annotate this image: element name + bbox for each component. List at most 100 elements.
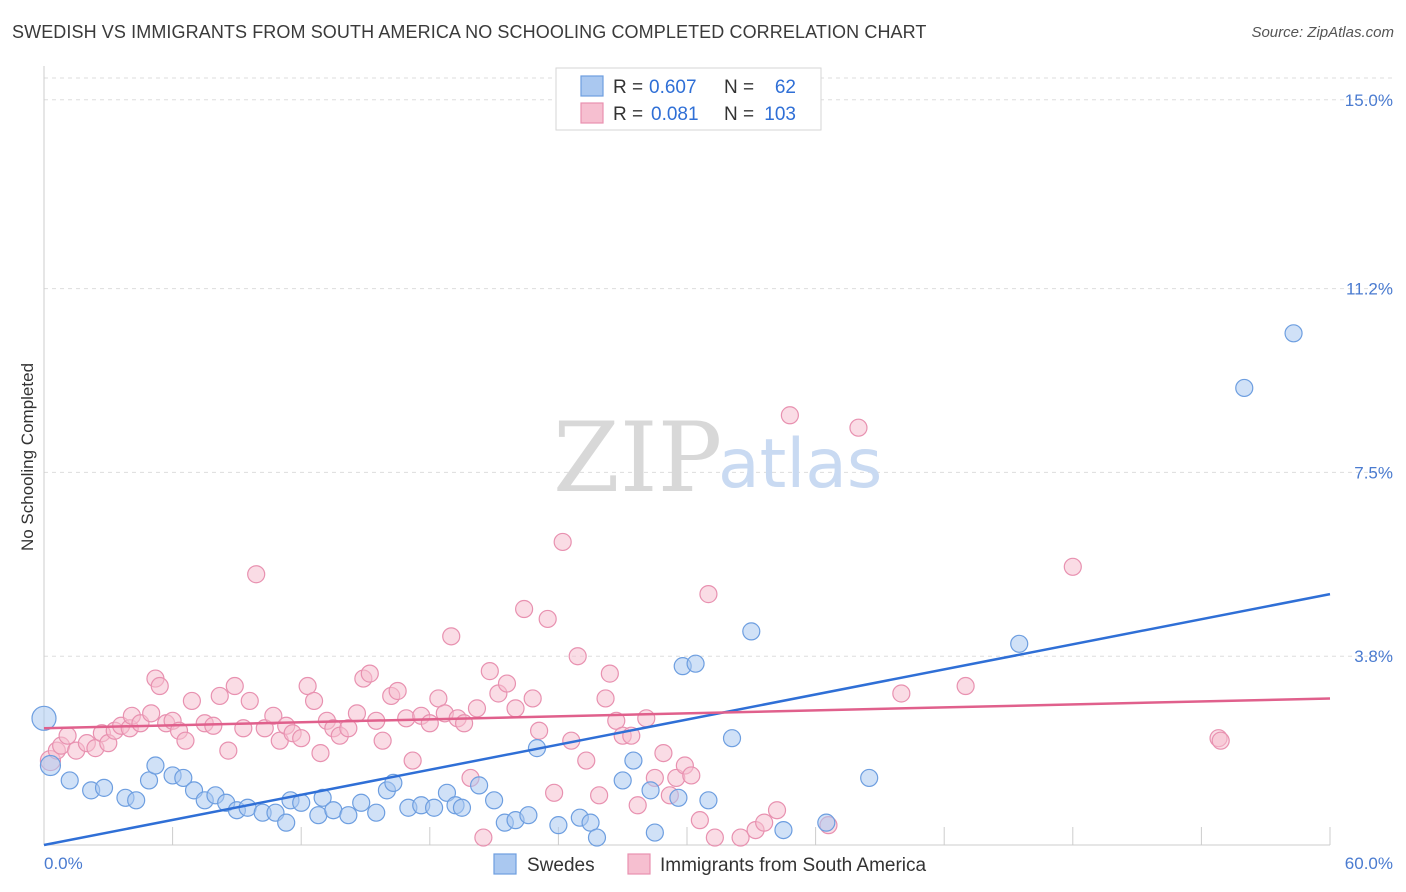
immigrants-point bbox=[311, 743, 330, 763]
swedes-point bbox=[277, 813, 296, 832]
series-legend-label-swedes: Swedes bbox=[527, 855, 595, 876]
immigrants-point bbox=[515, 599, 534, 619]
swedes-point bbox=[367, 803, 386, 822]
legend-r-label-immigrants: R = bbox=[613, 104, 643, 125]
swedes-point bbox=[437, 783, 457, 802]
y-tick-label: 3.8% bbox=[1354, 647, 1393, 666]
immigrants-point bbox=[480, 662, 499, 681]
swedes-point bbox=[60, 771, 79, 790]
swedes-trend-line bbox=[43, 592, 1331, 847]
swedes-point bbox=[686, 654, 705, 673]
swedes-point bbox=[624, 751, 643, 770]
swedes-point bbox=[774, 820, 793, 840]
trend-lines bbox=[43, 592, 1331, 847]
immigrants-point bbox=[264, 706, 283, 725]
swedes-point bbox=[519, 806, 538, 825]
swedes-point bbox=[549, 816, 568, 835]
immigrants-point bbox=[467, 699, 487, 718]
immigrants-point bbox=[956, 676, 975, 696]
immigrants-trend-line bbox=[43, 697, 1331, 730]
swedes-point bbox=[1284, 324, 1303, 343]
immigrants-point bbox=[339, 719, 358, 738]
immigrants-point bbox=[182, 691, 201, 711]
swedes-points bbox=[31, 324, 1303, 847]
immigrants-point bbox=[360, 664, 379, 683]
swedes-point bbox=[817, 813, 836, 832]
immigrants-point bbox=[142, 704, 161, 723]
immigrants-point bbox=[654, 743, 673, 763]
tick-labels: 3.8% 7.5% 11.2% 15.0% 0.0% 60.0% bbox=[44, 91, 1393, 873]
swedes-point bbox=[469, 776, 489, 795]
series-legend-swatch-swedes bbox=[493, 853, 517, 875]
immigrants-point bbox=[1063, 557, 1082, 576]
swedes-point bbox=[94, 778, 114, 797]
swedes-point bbox=[313, 788, 332, 807]
immigrants-point bbox=[849, 418, 868, 437]
legend-r-value-swedes: 0.607 bbox=[649, 77, 697, 98]
immigrants-point bbox=[474, 828, 493, 847]
source-label: Source: ZipAtlas.com bbox=[1251, 24, 1394, 41]
immigrants-point bbox=[240, 691, 259, 711]
series-legend: Swedes Immigrants from South America bbox=[493, 853, 927, 876]
immigrants-point bbox=[892, 684, 911, 703]
immigrants-point bbox=[204, 716, 223, 735]
immigrants-point bbox=[577, 751, 596, 770]
immigrants-point bbox=[568, 647, 587, 666]
grid-lines bbox=[44, 77, 1392, 657]
immigrants-point bbox=[150, 676, 169, 696]
immigrants-point bbox=[780, 406, 799, 425]
watermark-zip: ZIP bbox=[553, 402, 722, 514]
series-legend-swatch-immigrants bbox=[627, 853, 651, 875]
swedes-point bbox=[324, 801, 343, 820]
immigrants-point bbox=[699, 585, 718, 604]
immigrants-point bbox=[545, 783, 564, 802]
immigrants-point bbox=[304, 691, 324, 711]
immigrants-point bbox=[600, 664, 619, 683]
swedes-point bbox=[722, 729, 742, 748]
swedes-point bbox=[699, 791, 718, 810]
swedes-point bbox=[31, 705, 57, 731]
legend-n-label-immigrants: N = bbox=[724, 104, 754, 125]
legend-n-label-swedes: N = bbox=[724, 77, 754, 98]
immigrants-point bbox=[347, 704, 367, 723]
swedes-point bbox=[860, 768, 879, 788]
immigrants-point bbox=[247, 565, 266, 584]
immigrants-point bbox=[225, 676, 244, 696]
immigrants-point bbox=[397, 709, 416, 728]
swedes-point bbox=[485, 791, 504, 810]
immigrants-point bbox=[523, 689, 542, 708]
immigrants-point bbox=[442, 627, 461, 646]
swedes-point bbox=[1010, 634, 1029, 653]
x-tick-label: 0.0% bbox=[44, 854, 83, 873]
legend-n-value-swedes: 62 bbox=[775, 77, 796, 98]
swedes-point bbox=[174, 768, 193, 788]
swedes-point bbox=[587, 828, 607, 847]
immigrants-point bbox=[58, 726, 77, 745]
immigrants-point bbox=[690, 811, 709, 830]
swedes-point bbox=[641, 781, 660, 800]
immigrants-point bbox=[628, 796, 647, 815]
legend-r-value-immigrants: 0.081 bbox=[651, 104, 699, 125]
swedes-point bbox=[742, 622, 761, 641]
immigrants-point bbox=[705, 828, 724, 847]
immigrants-point bbox=[731, 828, 750, 847]
immigrants-point bbox=[590, 786, 609, 805]
swedes-point bbox=[645, 823, 664, 842]
immigrants-point bbox=[497, 674, 517, 693]
swedes-point bbox=[146, 756, 165, 775]
immigrants-point bbox=[219, 741, 238, 760]
immigrants-point bbox=[530, 721, 549, 740]
immigrants-point bbox=[682, 766, 701, 785]
swedes-point bbox=[238, 798, 257, 817]
swedes-point bbox=[309, 806, 328, 825]
immigrants-point bbox=[210, 686, 229, 706]
chart-title: SWEDISH VS IMMIGRANTS FROM SOUTH AMERICA… bbox=[12, 22, 927, 42]
immigrants-point bbox=[767, 801, 787, 820]
immigrants-point bbox=[1211, 731, 1230, 750]
legend-swatch-swedes bbox=[580, 75, 604, 97]
swedes-point bbox=[613, 771, 632, 790]
immigrants-point bbox=[538, 609, 557, 629]
immigrants-point bbox=[292, 729, 311, 748]
swedes-point bbox=[669, 788, 688, 807]
